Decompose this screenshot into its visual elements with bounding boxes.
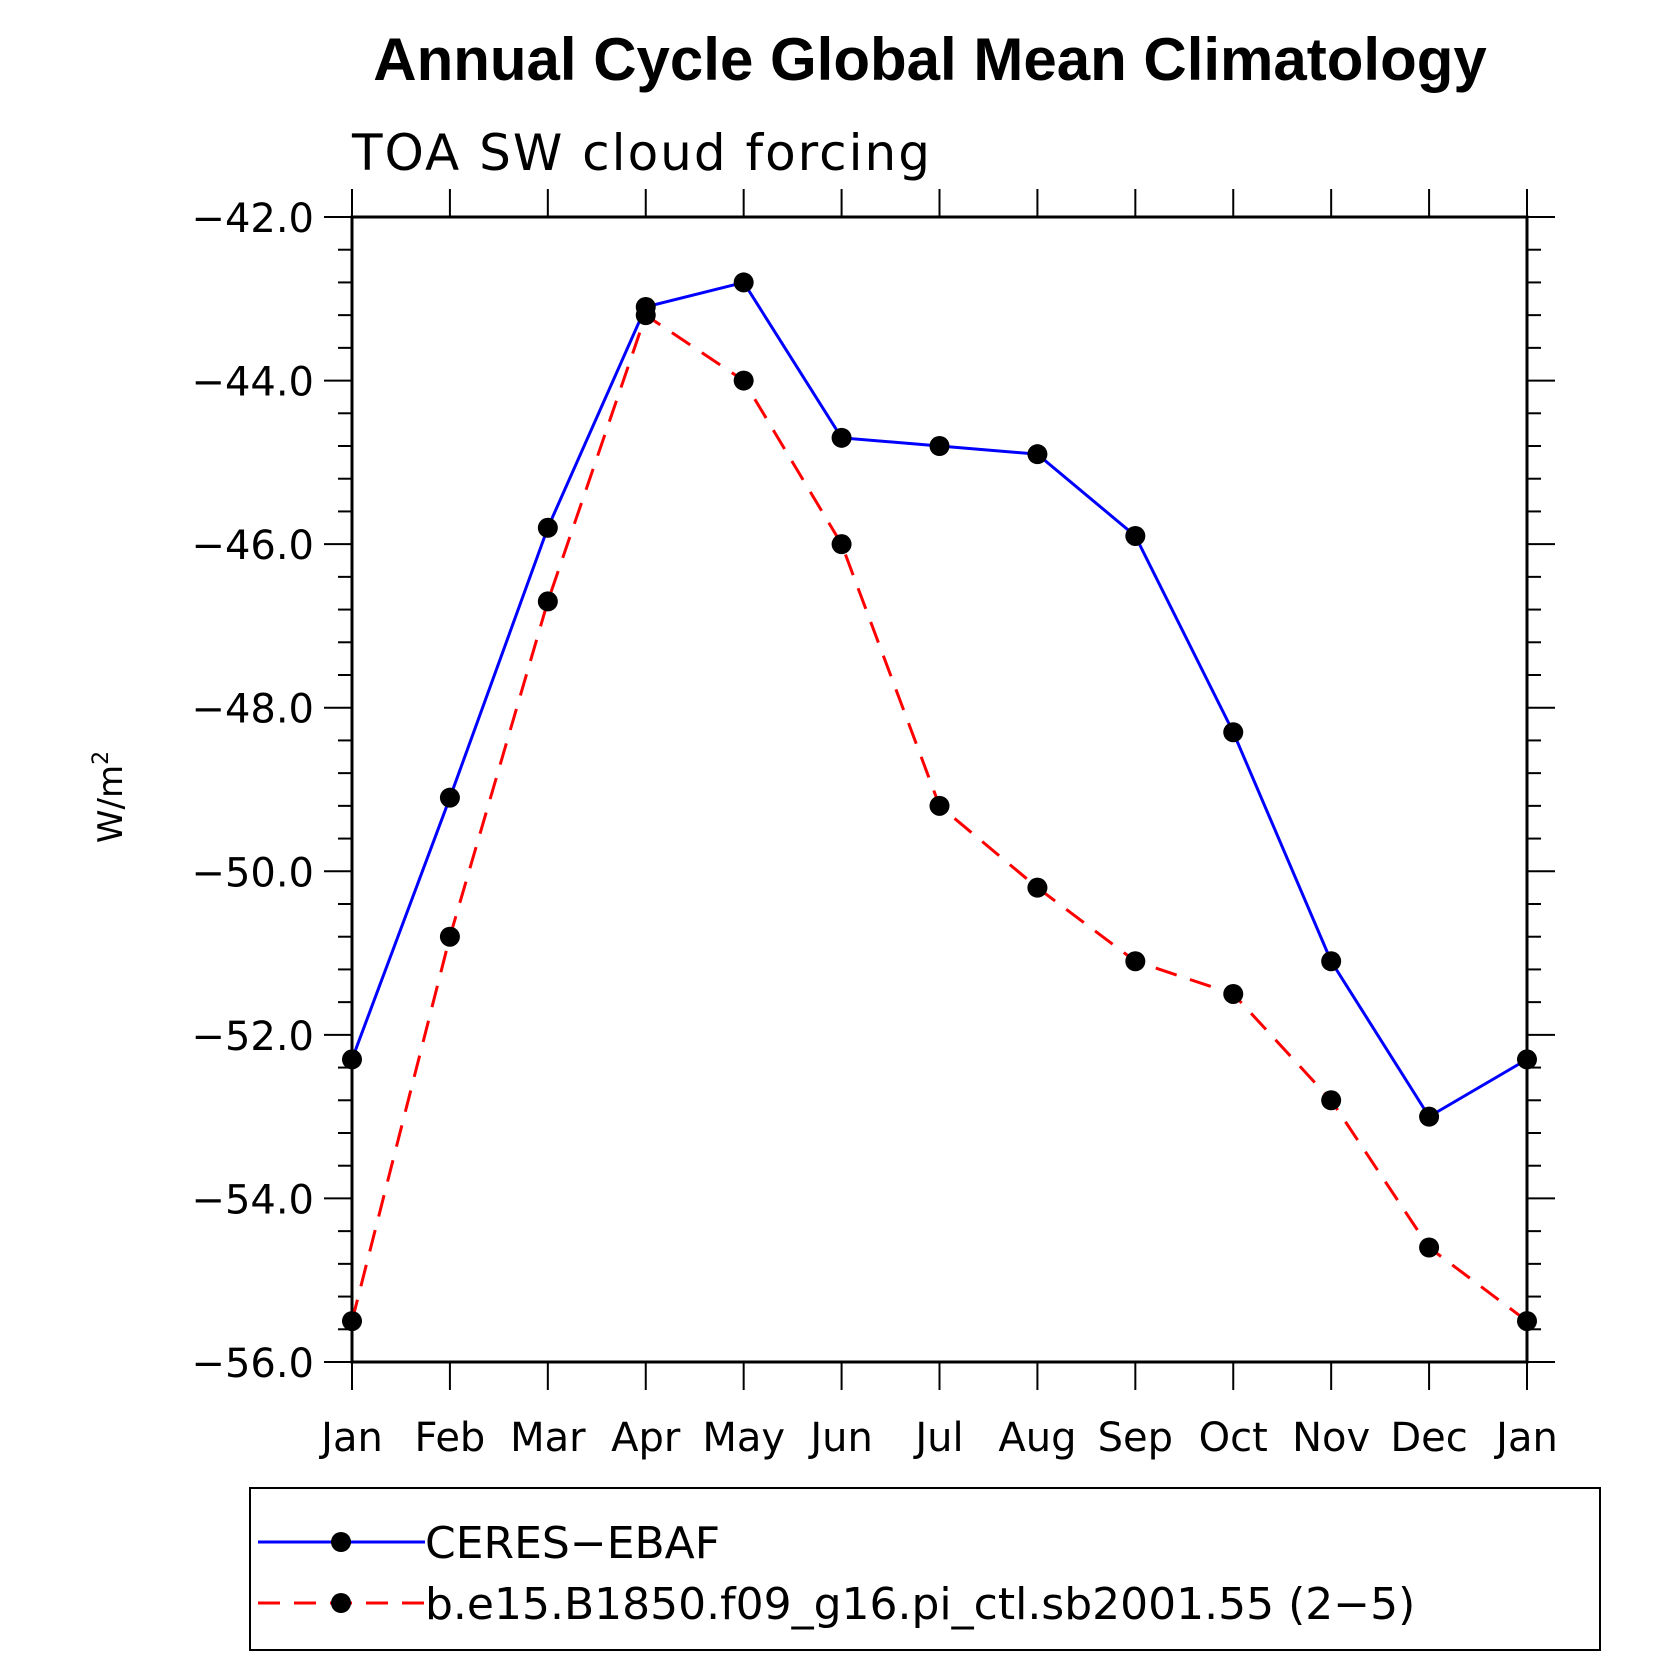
x-tick-label: Dec [1390, 1415, 1467, 1461]
x-tick-label: May [702, 1415, 785, 1461]
data-point-series-2 [342, 1311, 362, 1332]
data-point-series-2 [1517, 1311, 1537, 1332]
y-tick-label: −48.0 [191, 687, 314, 733]
data-point-series-1 [342, 1049, 362, 1070]
data-point-series-1 [1223, 722, 1244, 743]
data-point-series-2 [1125, 951, 1146, 972]
chart-title: Annual Cycle Global Mean Climatology [373, 26, 1487, 93]
x-tick-label: Feb [415, 1415, 486, 1461]
data-point-series-2 [439, 926, 460, 947]
y-tick-label: −50.0 [191, 850, 314, 896]
data-point-series-1 [1517, 1049, 1537, 1070]
x-tick-label: Jul [912, 1415, 963, 1461]
data-point-series-2 [929, 795, 950, 816]
series-layer [342, 272, 1537, 1332]
y-axis-label-superscript: 2 [89, 751, 114, 765]
x-tick-label: Apr [611, 1415, 681, 1461]
data-point-series-2 [1027, 877, 1048, 898]
data-point-series-2 [1419, 1237, 1440, 1258]
data-point-series-2 [537, 591, 558, 612]
legend-label-2: b.e15.B1850.f09_g16.pi_ctl.sb2001.55 (2−… [425, 1579, 1415, 1630]
data-point-series-1 [1321, 951, 1342, 972]
data-point-series-1 [831, 427, 852, 448]
data-point-series-2 [733, 370, 754, 391]
data-point-series-2 [831, 534, 852, 555]
data-point-series-2 [1223, 983, 1244, 1004]
legend-marker-2 [331, 1593, 351, 1613]
data-point-series-1 [1027, 444, 1048, 465]
x-tick-label: Nov [1292, 1415, 1370, 1461]
y-axis-label-text: W/m [91, 765, 131, 843]
legend-marker-1 [331, 1532, 351, 1552]
data-point-series-1 [733, 272, 754, 293]
y-tick-label: −44.0 [191, 360, 314, 406]
data-point-series-2 [1321, 1090, 1342, 1111]
chart-subtitle: TOA SW cloud forcing [351, 124, 932, 182]
data-point-series-1 [439, 787, 460, 808]
x-tick-label: Jan [1493, 1415, 1558, 1461]
y-tick-label: −42.0 [191, 196, 314, 242]
x-tick-label: Oct [1199, 1415, 1268, 1461]
x-tick-label: Aug [998, 1415, 1076, 1461]
y-tick-label: −52.0 [191, 1014, 314, 1060]
plot-frame [350, 215, 1529, 1364]
data-point-series-1 [1125, 525, 1146, 546]
x-tick-label: Sep [1098, 1415, 1173, 1461]
series-line-1 [350, 280, 1528, 1119]
x-tick-label: Mar [510, 1415, 586, 1461]
y-tick-label: −54.0 [191, 1177, 314, 1223]
data-point-series-1 [929, 436, 950, 456]
y-tick-label: −56.0 [191, 1341, 314, 1387]
x-tick-label: Jan [318, 1415, 383, 1461]
data-point-series-2 [635, 305, 656, 326]
legend-box [249, 1487, 1601, 1651]
x-tick-label: Jun [807, 1415, 873, 1461]
legend: CERES−EBAF b.e15.B1850.f09_g16.pi_ctl.sb2… [249, 1487, 1601, 1651]
data-point-series-1 [537, 517, 558, 538]
data-point-series-1 [1419, 1106, 1440, 1127]
plot-area: −42.0 −44.0 −46.0 −48.0 −50.0 −52.0 −54.0 −56.0… [191, 189, 1558, 1461]
y-axis-label: W/m2 [89, 751, 131, 843]
legend-label-1: CERES−EBAF [425, 1518, 720, 1569]
series-line-2 [350, 312, 1528, 1323]
svg-text:W/m2: W/m2 [89, 751, 131, 843]
y-tick-label: −46.0 [191, 523, 314, 569]
